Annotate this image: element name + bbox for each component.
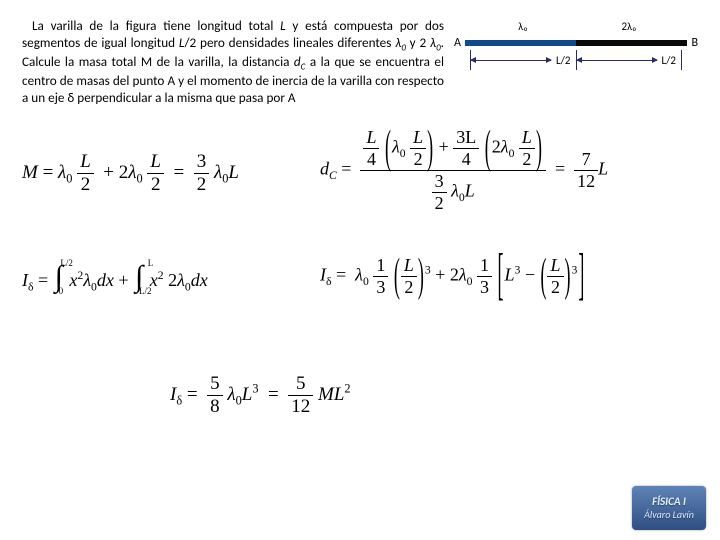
segment-1 [465,40,576,46]
2lambda0-label: 2λ₀ [576,20,682,33]
point-A-label: A [454,36,465,50]
point-B-label: B [687,36,698,50]
eq-center-mass: dC = L4 (λ0 L2) + 3L4 (2λ0 L2) 32 λ0L = … [320,127,608,214]
eq-mass: M = λ0 L2 + 2λ0 L2 = 32 λ0L [22,151,239,196]
dimension-line: L/2 L/2 [470,50,682,70]
eq-inertia-final: Iδ = 58 λ0L3 = 512 ML2 [170,373,351,418]
eq-inertia-eval: Iδ = λ0 13 (L2)3 + 2λ0 13 [L3 − (L2)3] [320,255,585,298]
lambda0-label: λ₀ [470,20,576,33]
problem-statement: La varilla de la figura tiene longitud t… [22,18,444,107]
segment-2 [576,40,687,46]
logo-author: Álvaro Lavín [644,508,694,521]
eq-inertia-integral: Iδ = ∫0L/2 x2λ0dx + ∫L/2L x2 2λ0dx [22,269,208,294]
rod-diagram: λ₀ 2λ₀ A B L/2 L/2 [454,22,698,82]
logo-title: FÍSICA I [652,495,686,508]
course-logo: FÍSICA I Álvaro Lavín [632,486,706,530]
